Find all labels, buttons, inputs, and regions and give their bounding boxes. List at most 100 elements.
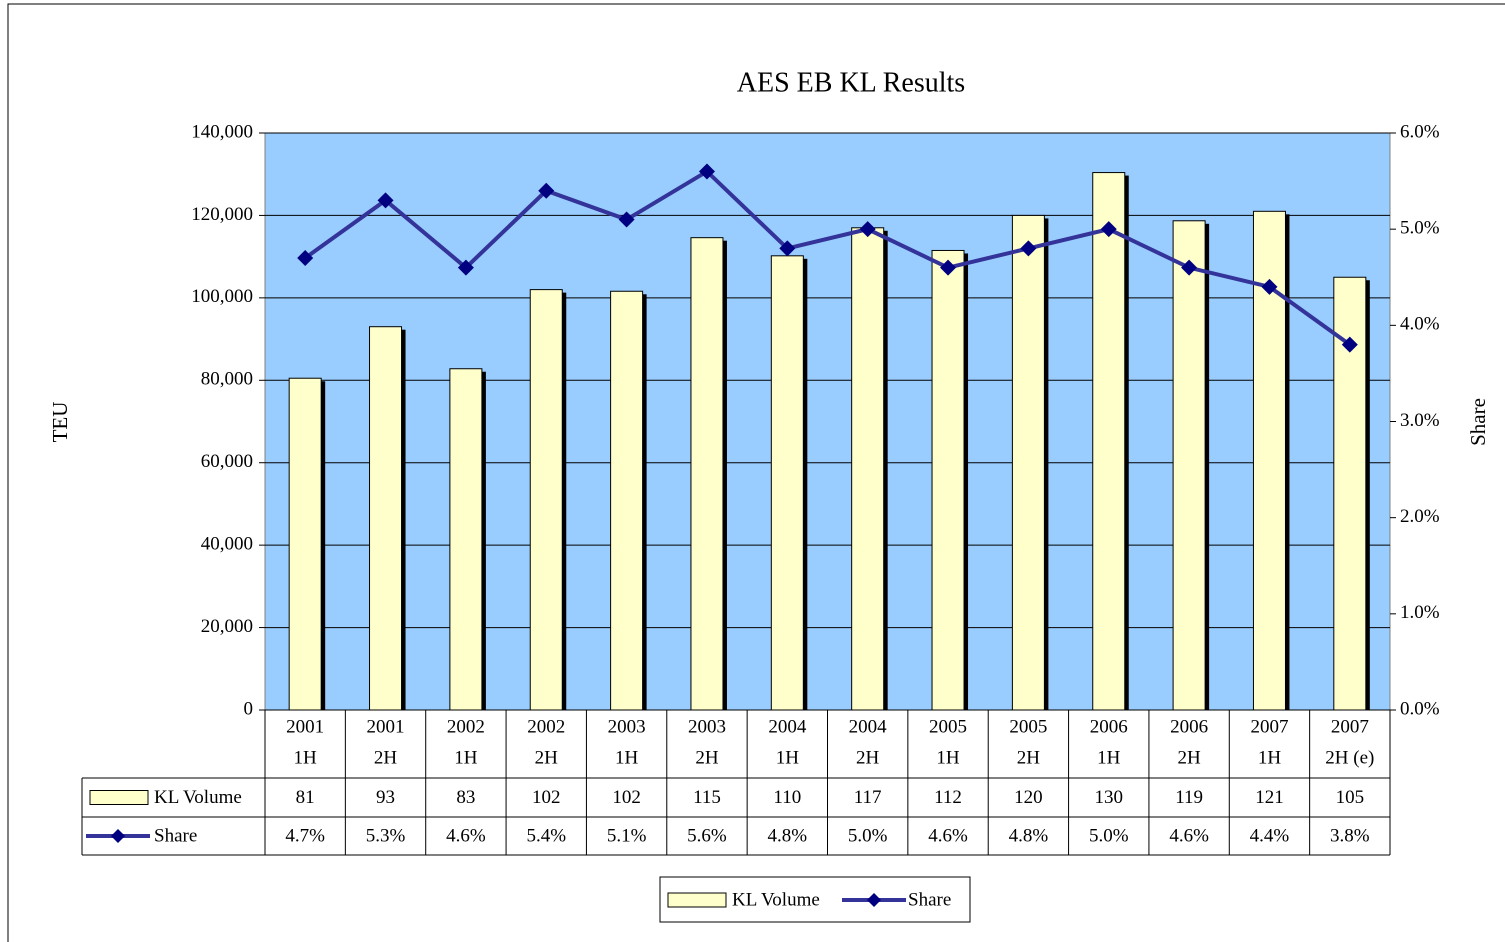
y2-tick-label: 5.0% — [1400, 218, 1440, 239]
share-marker — [940, 259, 957, 276]
table-value: 93 — [376, 787, 395, 808]
share-marker — [457, 259, 474, 276]
bar — [1011, 214, 1045, 711]
table-value: 117 — [854, 787, 882, 808]
x-tick-label: 2001 — [367, 716, 405, 737]
share-marker — [859, 221, 876, 238]
x-tick-label: 2H — [374, 747, 398, 768]
share-marker — [1181, 259, 1198, 276]
legend-label: KL Volume — [732, 889, 820, 910]
table-value: 119 — [1175, 787, 1203, 808]
x-tick-label: 1H — [1097, 747, 1121, 768]
table-value: 4.6% — [1169, 825, 1209, 846]
share-marker — [1261, 278, 1278, 295]
legend-key-marker — [111, 829, 125, 843]
x-tick-label: 2004 — [849, 716, 888, 737]
table-value: 120 — [1014, 787, 1043, 808]
bar — [610, 290, 644, 711]
bar — [931, 249, 965, 711]
y-tick-label: 60,000 — [201, 451, 253, 472]
table-value: 112 — [934, 787, 962, 808]
table-value: 5.0% — [848, 825, 888, 846]
bar — [851, 227, 885, 711]
legend-key-bar — [89, 790, 149, 805]
x-tick-label: 2004 — [768, 716, 807, 737]
y2-tick-label: 2.0% — [1400, 506, 1440, 527]
bar — [529, 289, 563, 711]
table-value: 83 — [456, 787, 475, 808]
x-tick-label: 2007 — [1250, 716, 1288, 737]
bar — [1092, 172, 1126, 711]
y-axis-title: TEU — [48, 402, 72, 443]
share-marker — [1100, 221, 1117, 238]
bar — [690, 237, 724, 711]
share-marker — [1020, 240, 1037, 257]
bar — [449, 368, 483, 711]
table-value: 121 — [1255, 787, 1284, 808]
y-tick-label: 100,000 — [191, 286, 253, 307]
table-value: 102 — [612, 787, 641, 808]
table-value: 4.6% — [446, 825, 486, 846]
table-value: 3.8% — [1330, 825, 1370, 846]
table-value: 81 — [296, 787, 315, 808]
x-tick-label: 1H — [776, 747, 800, 768]
y-tick-label: 80,000 — [201, 369, 253, 390]
x-tick-label: 2H — [1017, 747, 1041, 768]
x-tick-label: 2006 — [1090, 716, 1128, 737]
table-value: 105 — [1336, 787, 1365, 808]
table-value: 5.0% — [1089, 825, 1129, 846]
x-tick-label: 1H — [1258, 747, 1282, 768]
y2-tick-label: 4.0% — [1400, 314, 1440, 335]
share-marker — [779, 240, 796, 257]
y-tick-label: 120,000 — [191, 204, 253, 225]
x-tick-label: 2H — [695, 747, 719, 768]
bar — [770, 255, 804, 711]
x-tick-label: 2H — [1177, 747, 1201, 768]
table-value: 110 — [773, 787, 801, 808]
table-row-label: KL Volume — [154, 787, 242, 808]
table-value: 5.3% — [366, 825, 406, 846]
legend-key-bar — [667, 892, 727, 908]
x-tick-label: 2H (e) — [1325, 747, 1374, 768]
share-marker — [538, 182, 555, 199]
legend-key-marker — [867, 893, 881, 907]
x-tick-label: 2002 — [447, 716, 485, 737]
table-value: 4.6% — [928, 825, 968, 846]
y-tick-label: 0 — [244, 698, 254, 719]
table-value: 5.4% — [526, 825, 566, 846]
x-tick-label: 2003 — [688, 716, 726, 737]
chart-title: AES EB KL Results — [737, 67, 965, 98]
table-value: 102 — [532, 787, 561, 808]
y-tick-label: 20,000 — [201, 616, 253, 637]
x-tick-label: 1H — [454, 747, 478, 768]
y2-tick-label: 1.0% — [1400, 602, 1440, 623]
table-value: 5.1% — [607, 825, 647, 846]
y2-tick-label: 0.0% — [1400, 698, 1440, 719]
bar — [288, 377, 322, 711]
table-value: 115 — [693, 787, 721, 808]
table-value: 4.7% — [285, 825, 325, 846]
table-value: 5.6% — [687, 825, 727, 846]
table-value: 4.4% — [1250, 825, 1290, 846]
share-marker — [698, 163, 715, 180]
x-tick-label: 2005 — [1009, 716, 1047, 737]
x-tick-label: 2H — [856, 747, 880, 768]
y2-axis-title: Share — [1466, 398, 1490, 446]
x-tick-label: 1H — [615, 747, 639, 768]
x-tick-label: 1H — [294, 747, 318, 768]
share-marker — [297, 250, 314, 267]
y2-tick-label: 3.0% — [1400, 410, 1440, 431]
legend-label: Share — [908, 889, 951, 910]
x-tick-label: 2006 — [1170, 716, 1208, 737]
x-tick-label: 2001 — [286, 716, 324, 737]
share-marker — [1341, 336, 1358, 353]
x-tick-label: 2H — [535, 747, 559, 768]
y-tick-label: 40,000 — [201, 534, 253, 555]
bar — [1172, 220, 1206, 711]
x-tick-label: 2005 — [929, 716, 967, 737]
x-tick-label: 1H — [936, 747, 960, 768]
plot-area — [264, 132, 1391, 711]
bar — [369, 326, 403, 711]
table-value: 130 — [1095, 787, 1124, 808]
